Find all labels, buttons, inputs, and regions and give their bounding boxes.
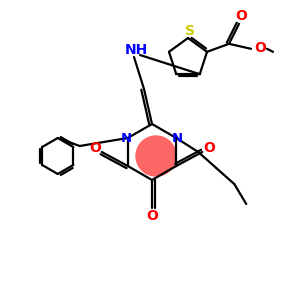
Text: NH: NH [124, 43, 148, 57]
Text: N: N [172, 131, 183, 145]
Text: O: O [89, 141, 101, 155]
Text: O: O [203, 141, 215, 155]
Circle shape [136, 136, 176, 176]
Text: N: N [121, 131, 132, 145]
Text: O: O [235, 9, 247, 23]
Text: O: O [254, 41, 266, 55]
Text: O: O [146, 209, 158, 223]
Text: S: S [185, 24, 195, 38]
